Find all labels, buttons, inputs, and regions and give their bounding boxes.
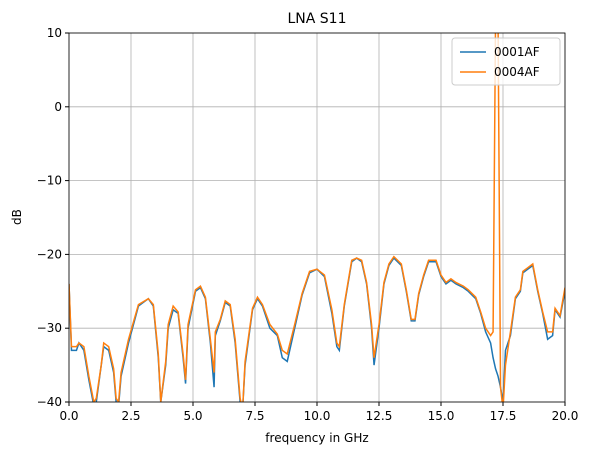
x-tick-label: 20.0 (552, 409, 579, 423)
y-axis-label: dB (10, 209, 24, 225)
y-tick-label: −30 (37, 321, 62, 335)
legend-label: 0004AF (494, 65, 540, 79)
x-tick-label: 5.0 (183, 409, 202, 423)
x-tick-label: 12.5 (366, 409, 393, 423)
chart-title: LNA S11 (287, 11, 346, 27)
y-tick-label: −40 (37, 395, 62, 409)
plot-frame (68, 32, 566, 403)
legend-label: 0001AF (494, 45, 540, 59)
legend-box (451, 37, 561, 86)
y-tick-label: −10 (37, 174, 62, 188)
x-tick-label: 7.5 (245, 409, 264, 423)
x-tick-label: 0.0 (59, 409, 78, 423)
x-tick-label: 15.0 (428, 409, 455, 423)
y-tick-label: −20 (37, 247, 62, 261)
x-tick-label: 17.5 (490, 409, 517, 423)
x-axis-label: frequency in GHz (265, 431, 368, 445)
y-tick-label: 0 (54, 100, 62, 114)
x-tick-label: 10.0 (304, 409, 331, 423)
y-tick-label: 10 (47, 26, 62, 40)
x-tick-label: 2.5 (121, 409, 140, 423)
